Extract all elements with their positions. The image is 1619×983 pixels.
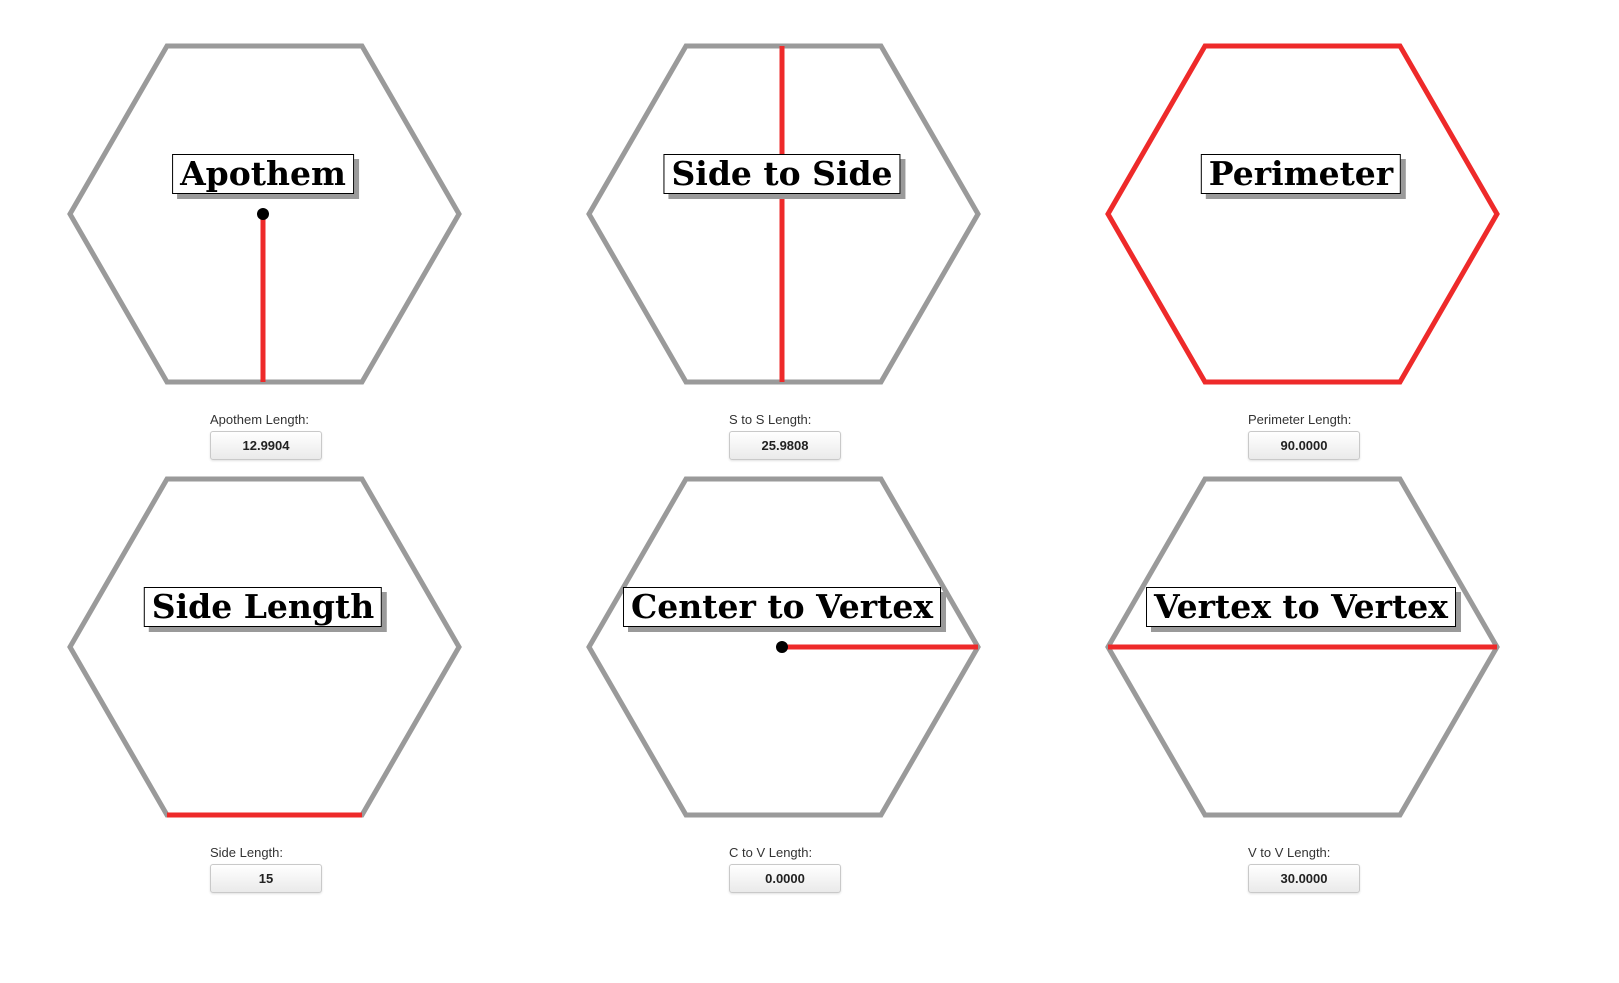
hexagon-side-length-diagram <box>67 476 462 818</box>
panel-title: Perimeter <box>1200 154 1402 194</box>
side-length-value[interactable]: 15 <box>210 864 322 893</box>
v-to-v-length-label: V to V Length: <box>1248 845 1331 860</box>
panel-perimeter: Perimeter Perimeter Length: 90.0000 <box>1101 38 1521 478</box>
c-to-v-length-label: C to V Length: <box>729 845 813 860</box>
panel-vertex-to-vertex: Vertex to Vertex V to V Length: 30.0000 <box>1101 471 1521 911</box>
perimeter-length-label: Perimeter Length: <box>1248 412 1352 427</box>
hexagon-vertex-to-vertex-diagram <box>1105 476 1500 818</box>
panel-title: Side to Side <box>663 154 901 194</box>
hexagon-side-to-side-diagram <box>586 43 981 385</box>
apothem-length-label: Apothem Length: <box>210 412 310 427</box>
panel-title: Center to Vertex <box>623 587 941 627</box>
panel-title: Vertex to Vertex <box>1146 587 1456 627</box>
panel-apothem: Apothem Apothem Length: 12.9904 <box>63 38 483 478</box>
panel-side-length: Side Length Side Length: 15 <box>63 471 483 911</box>
hexagon-center-to-vertex-diagram <box>586 476 981 818</box>
center-point <box>257 208 269 220</box>
center-point <box>776 641 788 653</box>
panel-title: Side Length <box>143 587 383 627</box>
v-to-v-length-value[interactable]: 30.0000 <box>1248 864 1360 893</box>
hexagon-outline <box>67 476 462 818</box>
hexagon-outline <box>67 43 462 385</box>
hexagon-perimeter-diagram <box>1105 43 1500 385</box>
hexagon-outline-highlighted <box>1105 43 1500 385</box>
hexagon-outline <box>586 43 981 385</box>
panel-side-to-side: Side to Side S to S Length: 25.9808 <box>582 38 1002 478</box>
side-length-label: Side Length: <box>210 845 284 860</box>
hexagon-apothem-diagram <box>67 43 462 385</box>
perimeter-length-value[interactable]: 90.0000 <box>1248 431 1360 460</box>
panel-center-to-vertex: Center to Vertex C to V Length: 0.0000 <box>582 471 1002 911</box>
s-to-s-length-label: S to S Length: <box>729 412 812 427</box>
panel-title: Apothem <box>172 154 354 194</box>
apothem-length-value[interactable]: 12.9904 <box>210 431 322 460</box>
c-to-v-length-value[interactable]: 0.0000 <box>729 864 841 893</box>
s-to-s-length-value[interactable]: 25.9808 <box>729 431 841 460</box>
